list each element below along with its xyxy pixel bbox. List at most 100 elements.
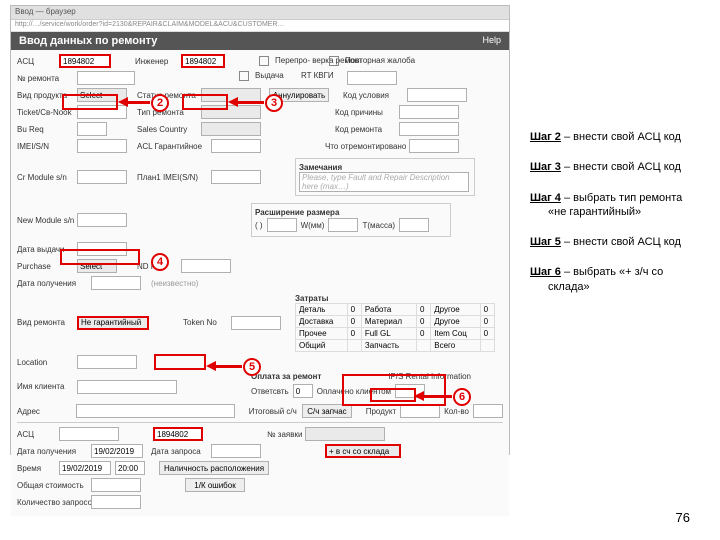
step-4: Шаг 4 – выбрать тип ремонта «не гарантий…: [530, 191, 710, 220]
location-label: Location: [17, 358, 73, 367]
cell: Другое: [431, 316, 480, 328]
cell: Прочее: [296, 328, 348, 340]
acl-input[interactable]: [59, 54, 111, 68]
step-2-text: – внести свой АСЦ код: [561, 131, 681, 143]
step-6-sub: склада»: [530, 280, 710, 294]
resp-input[interactable]: [293, 384, 313, 398]
cond-code-label: Код условия: [343, 91, 403, 100]
cond-code-input[interactable]: [407, 88, 467, 102]
from-stock-select[interactable]: [325, 444, 401, 458]
addr-label: Адрес: [17, 407, 72, 416]
date1-label: Дата получения: [17, 447, 87, 456]
addr-input[interactable]: [76, 404, 234, 418]
cell: 0: [416, 304, 430, 316]
prod-input[interactable]: [400, 404, 440, 418]
cell: 0: [480, 304, 494, 316]
repair-num-input[interactable]: [77, 71, 135, 85]
time-label: Время: [17, 464, 55, 473]
step-6-title: Шаг 6: [530, 266, 561, 278]
new-module-input[interactable]: [77, 213, 127, 227]
sc-button[interactable]: 1/К ошибок: [185, 478, 245, 492]
imei-input[interactable]: [77, 139, 127, 153]
engineer-label: Инженер: [135, 57, 177, 66]
bureq-input[interactable]: [77, 122, 107, 136]
date1-input[interactable]: [91, 444, 143, 458]
ip-rental-label: IP/S Rental Information: [388, 372, 471, 381]
page-header: Ввод данных по ремонту Help: [11, 32, 509, 50]
dim-row1c: T(масса): [362, 221, 395, 230]
recheck-checkbox[interactable]: [259, 56, 269, 66]
acl-serv-label: ACL Гарантийное: [137, 142, 207, 151]
step-2: Шаг 2 – внести свой АСЦ код: [530, 130, 710, 144]
time2-input[interactable]: [115, 461, 145, 475]
paid-label: Оплачено клиентом: [317, 387, 391, 396]
repair-code-input[interactable]: [399, 122, 459, 136]
remarks-textarea[interactable]: Please, type Fault and Repair Descriptio…: [299, 172, 469, 192]
step-3-title: Шаг 3: [530, 161, 561, 173]
sc-input[interactable]: [91, 478, 141, 492]
plan-imei-label: План1 IMEI(S/N): [137, 173, 207, 182]
qty-input[interactable]: [473, 404, 503, 418]
dim-t-input[interactable]: [328, 218, 358, 232]
repair-type-select[interactable]: [201, 105, 261, 119]
total-button[interactable]: С/ч запчас: [302, 404, 352, 418]
engineer-input[interactable]: [181, 54, 225, 68]
acl2-code-input[interactable]: [153, 427, 203, 441]
step-6: Шаг 6 – выбрать «+ з/ч со склада»: [530, 265, 710, 294]
date-req-label: Дата запроса: [151, 447, 207, 456]
date-issue-input[interactable]: [77, 242, 127, 256]
step-6-text: – выбрать «+ з/ч со: [561, 266, 663, 278]
dims-heading: Расширение размера: [255, 208, 339, 217]
date-req-input[interactable]: [211, 444, 261, 458]
dim-g-input[interactable]: [399, 218, 429, 232]
resp-label: Ответсвть: [251, 387, 289, 396]
buyer-label: Purchase: [17, 262, 73, 271]
repair-kind-select[interactable]: [77, 316, 149, 330]
step-3: Шаг 3 – внести свой АСЦ код: [530, 160, 710, 174]
repair-num-label: № ремонта: [17, 74, 73, 83]
url-bar[interactable]: http://…/service/work/order?id=2130&REPA…: [11, 20, 509, 32]
client-name-input[interactable]: [77, 380, 177, 394]
token-input[interactable]: [231, 316, 281, 330]
cell: 0: [347, 304, 361, 316]
what-fixed-input[interactable]: [409, 139, 459, 153]
costs-table: Деталь0 Работа0 Другое0 Доставка0 Матери…: [295, 303, 495, 352]
location-input[interactable]: [77, 355, 137, 369]
dim-w-input[interactable]: [267, 218, 297, 232]
page-title: Ввод данных по ремонту: [19, 35, 157, 47]
ndpo-input[interactable]: [181, 259, 231, 273]
acl-serv-input[interactable]: [211, 139, 261, 153]
sales-country-select[interactable]: [201, 122, 261, 136]
dim-row1a: ( ): [255, 221, 263, 230]
date-rcv-input[interactable]: [91, 276, 141, 290]
qty2-input[interactable]: [91, 495, 141, 509]
cause-code-input[interactable]: [399, 105, 459, 119]
issue-checkbox[interactable]: [239, 71, 249, 81]
annotation-badge-2: 2: [151, 94, 169, 112]
rtkvgi-input[interactable]: [347, 71, 397, 85]
repeat-label: Повторная жалоба: [345, 56, 393, 66]
avail-button[interactable]: Наличность расположения: [159, 461, 269, 475]
cell: Общий: [296, 340, 348, 352]
repeat-checkbox[interactable]: [329, 56, 339, 66]
buyer-select[interactable]: [77, 259, 117, 273]
acl2-input[interactable]: [59, 427, 119, 441]
cell: Материал: [361, 316, 416, 328]
product-type-label: Вид продукта: [17, 91, 73, 100]
date-issue-label: Дата выдачи: [17, 245, 73, 254]
unknown-label: (неизвестно): [151, 279, 201, 288]
table-row: Деталь0 Работа0 Другое0: [296, 304, 495, 316]
annotation-badge-3: 3: [265, 94, 283, 112]
cr-module-input[interactable]: [77, 170, 127, 184]
request-num-select[interactable]: [305, 427, 385, 441]
cell: Доставка: [296, 316, 348, 328]
dim-row1b: W(мм): [301, 221, 325, 230]
prod-label: Продукт: [366, 407, 396, 416]
cell: Другое: [431, 304, 480, 316]
help-link[interactable]: Help: [482, 35, 501, 47]
issue-label: Выдача: [255, 71, 295, 85]
step-3-text: – внести свой АСЦ код: [561, 161, 681, 173]
ticket-input[interactable]: [77, 105, 127, 119]
plan-imei-input[interactable]: [211, 170, 261, 184]
date2-input[interactable]: [59, 461, 111, 475]
